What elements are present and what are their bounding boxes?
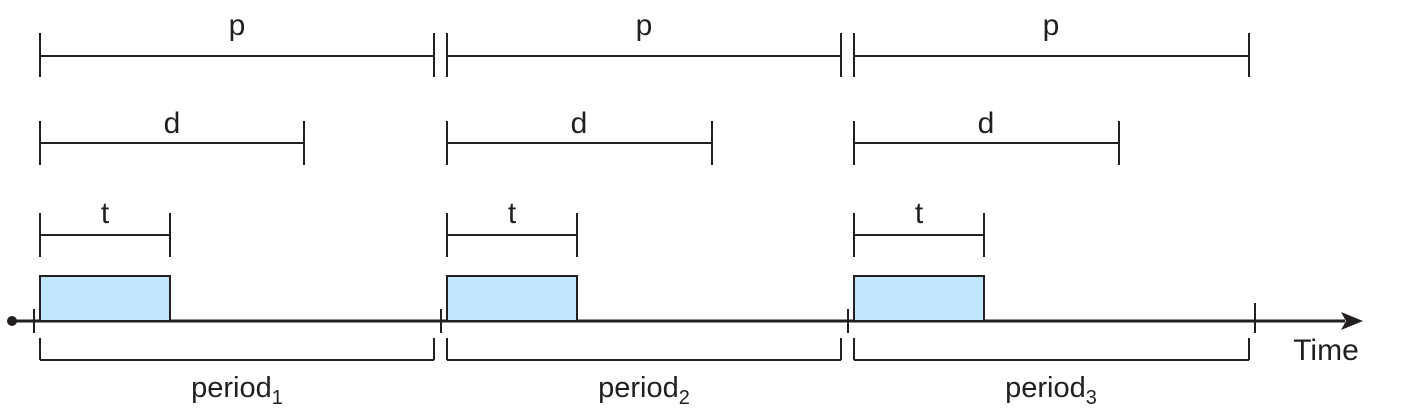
period-subscript: 2 xyxy=(679,387,690,408)
period-span-bracket xyxy=(446,338,842,361)
processing-time-bracket xyxy=(446,213,578,257)
deadline-bracket xyxy=(853,121,1120,165)
time-axis-arrowhead xyxy=(1341,312,1363,330)
period-span-bracket xyxy=(853,338,1250,361)
period-group-3: p d t period3 xyxy=(853,9,1250,408)
period-length-label: p xyxy=(229,9,246,42)
processing-time-label: t xyxy=(508,197,517,230)
processing-time-label: t xyxy=(915,197,924,230)
period-length-bracket xyxy=(446,33,842,77)
period-label: period3 xyxy=(1005,372,1097,408)
period-name: period xyxy=(1005,372,1086,404)
period-length-label: p xyxy=(636,9,653,42)
period-name: period xyxy=(191,372,272,404)
job-execution-block xyxy=(39,275,171,322)
period-group-2: p d t period2 xyxy=(446,9,842,408)
period-subscript: 3 xyxy=(1086,387,1097,408)
deadline-label: d xyxy=(164,107,181,140)
deadline-bracket xyxy=(446,121,713,165)
time-axis-origin-dot xyxy=(7,316,17,326)
processing-time-bracket xyxy=(39,213,171,257)
deadline-label: d xyxy=(978,107,995,140)
period-length-bracket xyxy=(39,33,435,77)
period-span-bracket xyxy=(39,338,435,361)
axis-period-ticks xyxy=(33,303,1256,333)
time-axis: Time xyxy=(7,312,1363,367)
processing-time-label: t xyxy=(101,197,110,230)
time-axis-label: Time xyxy=(1293,334,1359,367)
period-group-1: p d t period1 xyxy=(39,9,435,408)
period-subscript: 1 xyxy=(272,387,283,408)
deadline-label: d xyxy=(571,107,588,140)
processing-time-bracket xyxy=(853,213,985,257)
period-label: period2 xyxy=(598,372,690,408)
period-label: period1 xyxy=(191,372,283,408)
deadline-bracket xyxy=(39,121,305,165)
period-name: period xyxy=(598,372,679,404)
period-length-bracket xyxy=(853,33,1250,77)
period-length-label: p xyxy=(1043,9,1060,42)
job-execution-block xyxy=(853,275,985,322)
job-execution-block xyxy=(446,275,578,322)
